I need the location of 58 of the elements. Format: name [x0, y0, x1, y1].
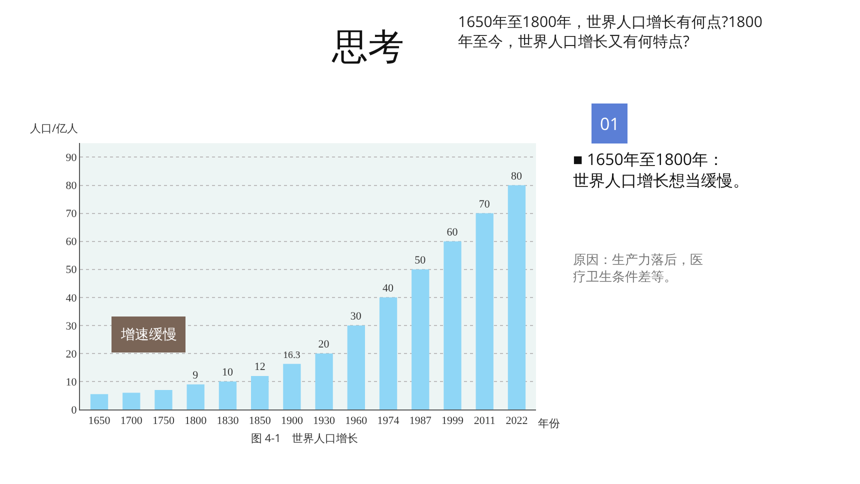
data-label: 50	[414, 254, 426, 266]
y-tick-label: 20	[66, 348, 78, 360]
bar	[412, 269, 430, 410]
x-axis-title: 年份	[538, 416, 560, 431]
bar	[251, 376, 269, 410]
bar	[122, 392, 140, 410]
x-tick-label: 1830	[216, 414, 240, 427]
x-tick-label: 1960	[345, 414, 368, 427]
x-tick-label: 1650	[88, 414, 111, 427]
bar	[476, 213, 494, 410]
y-tick-label: 70	[66, 208, 78, 220]
text: 01	[600, 112, 620, 135]
y-tick-label: 60	[66, 236, 78, 248]
data-label: 30	[350, 310, 362, 322]
y-tick-label: 0	[71, 404, 78, 416]
y-axis-title: 人口/亿人	[30, 121, 78, 136]
data-label: 80	[510, 170, 522, 182]
data-label: 20	[318, 338, 330, 351]
y-tick-label: 30	[66, 320, 78, 332]
x-tick-label: 2022	[506, 414, 528, 427]
bar	[444, 241, 462, 410]
y-tick-label: 80	[66, 180, 78, 192]
y-tick-label: 40	[66, 292, 78, 304]
bar	[347, 325, 365, 410]
bar	[218, 382, 237, 410]
annotation: 增速缓慢	[120, 325, 177, 344]
x-tick-label: 1850	[248, 414, 272, 427]
x-tick-label: 1800	[184, 414, 208, 427]
text: 原因：生产力落后，医疗卫生条件差等。	[573, 250, 703, 285]
text: 1650年至1800年，世界人口增长有何点?1800年至今，世界人口增长又有何特点?	[458, 12, 762, 52]
data-label: 12	[254, 360, 266, 373]
x-tick-label: 1900	[280, 414, 304, 427]
x-tick-label: 1930	[313, 414, 336, 427]
bar	[283, 364, 301, 410]
bar	[154, 390, 172, 410]
bar	[90, 394, 108, 410]
caption: 图 4-1 世界人口增长	[251, 431, 358, 446]
data-label: 10	[222, 366, 234, 379]
y-tick-label: 10	[66, 376, 78, 388]
bar	[508, 185, 526, 410]
x-tick-label: 1750	[152, 414, 175, 427]
data-label: 40	[382, 282, 394, 294]
chart-title: 思考	[331, 27, 404, 68]
data-label: 70	[478, 198, 490, 210]
x-tick-label: 2011	[474, 414, 496, 427]
text: ■ 1650年至1800年：世界人口增长想当缓慢。	[573, 148, 749, 191]
data-label: 9	[192, 369, 199, 382]
y-tick-label: 50	[66, 264, 78, 276]
x-tick-label: 1987	[409, 414, 432, 427]
x-tick-label: 1700	[120, 414, 143, 427]
bar	[379, 297, 398, 410]
y-tick-label: 90	[66, 152, 78, 164]
bar	[186, 384, 204, 410]
x-tick-label: 1974	[377, 414, 400, 427]
bar	[315, 354, 333, 410]
data-label: 60	[446, 226, 458, 238]
x-tick-label: 1999	[442, 414, 464, 427]
data-label: 16.3	[283, 350, 300, 362]
